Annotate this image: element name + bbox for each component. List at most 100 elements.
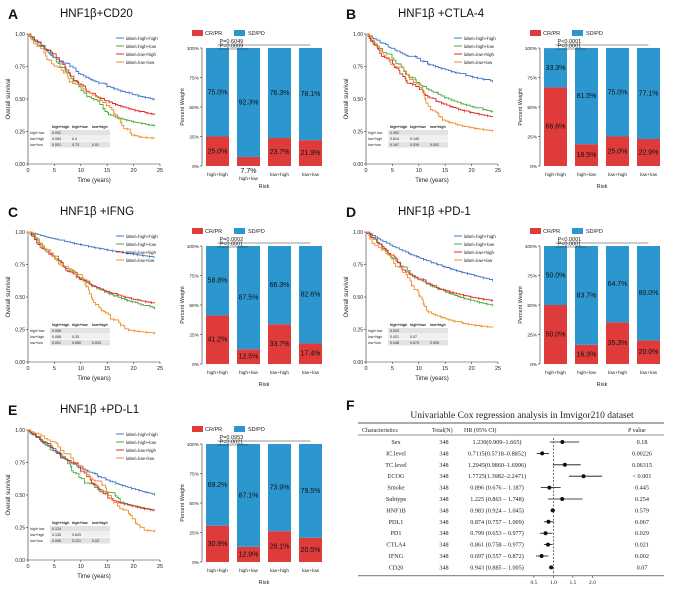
legend-cr-swatch — [530, 30, 541, 36]
bar-cr-label: 17.4% — [301, 351, 321, 358]
bar-cr-high+low — [575, 144, 598, 166]
bar-sd-high+high — [544, 246, 567, 305]
legend-cr-swatch — [192, 30, 203, 36]
x-tick-label: 0 — [364, 366, 367, 372]
forest-row-n: 348 — [439, 473, 448, 480]
bar-y-tick-label: 100% — [187, 244, 200, 250]
bar-sd-label: 80.0% — [639, 290, 659, 297]
y-tick-label: 0.25 — [353, 328, 363, 334]
y-tick-label: 1.00 — [15, 32, 25, 38]
forest-title: Univariable Cox regression analysis in I… — [410, 411, 634, 421]
x-tick-label: 20 — [131, 168, 137, 174]
bar-cr-low+high — [268, 531, 291, 562]
bar-sd-label: 64.7% — [608, 281, 628, 288]
pvalue-row-header: high+low — [368, 329, 383, 333]
bar-sd-low+low — [637, 48, 660, 139]
legend-sd-swatch — [572, 228, 583, 234]
bar-sd-label: 76.3% — [270, 90, 290, 97]
legend-sd-swatch — [234, 228, 245, 234]
bar-y-tick-label: 100% — [525, 244, 538, 250]
bar-category-label: low+high — [608, 172, 627, 178]
forest-row-p: 0.445 — [635, 485, 649, 492]
bar-sd-low+low — [637, 246, 660, 341]
pvalue-cell: 0.33 — [72, 335, 79, 339]
bar-sd-label: 69.2% — [208, 482, 228, 489]
forest-row-n: 348 — [439, 542, 448, 549]
legend-sd-label: SD/PD — [248, 229, 265, 235]
legend-sd-label: SD/PD — [248, 31, 265, 37]
x-axis-label: Time (years) — [77, 376, 110, 382]
forest-row-p: 0.067 — [635, 519, 649, 526]
forest-row-p: 0.06315 — [632, 462, 652, 469]
pvalue-cell: 0.03 — [92, 539, 99, 543]
sig-pvalue-2: P<0.0001 — [558, 44, 582, 50]
bar-cr-label: 33.7% — [270, 341, 290, 348]
bar-sd-label: 79.5% — [301, 488, 321, 495]
bar-y-tick-label: 75% — [527, 274, 537, 280]
km-plot: 0.00 0.25 0.50 0.75 1.00 0 5 10 15 20 25 Overall su… — [6, 428, 163, 580]
forest-row-hr: 0.896 (0.676 – 1.187) — [470, 485, 524, 492]
bar-y-tick-label: 0% — [192, 362, 200, 368]
legend-label: label=high+high — [126, 234, 158, 239]
bar-cr-label: 21.9% — [301, 150, 321, 157]
forest-row-hr: 0.697 (0.557 – 0.872) — [470, 553, 524, 560]
pvalue-col-header: low+high — [430, 323, 446, 327]
bar-sd-high+high — [206, 444, 229, 526]
x-tick-label: 0 — [26, 564, 29, 570]
x-tick-label: 15 — [104, 168, 110, 174]
bar-sd-label: 75.0% — [208, 89, 228, 96]
forest-header: Total(N) — [432, 427, 453, 434]
bar-category-label: low+high — [608, 370, 627, 376]
bar-sd-low+low — [299, 48, 322, 141]
bar-category-label: high+low — [239, 176, 259, 182]
km-curve-high-high — [28, 33, 156, 101]
forest-row-hr: 1.225 (0.863 – 1.748) — [470, 496, 524, 503]
forest-row-n: 348 — [439, 553, 448, 560]
km-curve-low-high — [28, 429, 156, 511]
forest-row-hr: 0.799 (0.653 – 0.977) — [470, 530, 524, 537]
forest-row-p: 0.021 — [635, 542, 649, 549]
y-tick-label: 0.50 — [353, 97, 363, 103]
forest-row-hr: 1.2945(0.9860–1.6996) — [468, 462, 526, 469]
bar-cr-label: 25.0% — [208, 148, 228, 155]
x-tick-label: 25 — [495, 168, 501, 174]
x-tick-label: 15 — [442, 168, 448, 174]
bar-category-label: low+low — [302, 172, 320, 178]
y-axis-label: Overall survival — [6, 474, 12, 515]
forest-row-p: 0.00226 — [632, 450, 652, 457]
forest-row-name: CD20 — [389, 564, 404, 571]
bar-sd-label: 75.0% — [608, 89, 628, 96]
y-tick-label: 0.00 — [353, 360, 363, 366]
forest-row-name: TC.level — [385, 462, 407, 469]
forest-point — [546, 519, 551, 524]
y-tick-label: 0.00 — [15, 360, 25, 366]
forest-row-p: < 0.001 — [633, 473, 652, 480]
x-tick-label: 15 — [442, 366, 448, 372]
legend-label: label=low+low — [126, 60, 155, 65]
y-tick-label: 0.50 — [353, 295, 363, 301]
bar-sd-label: 33.3% — [546, 65, 566, 72]
bar-cr-label: 26.1% — [270, 544, 290, 551]
pvalue-row-header: low+low — [30, 143, 43, 147]
forest-row-p: 0.002 — [635, 553, 649, 560]
bar-sd-label: 92.3% — [239, 99, 259, 106]
pvalue-col-header: low+high — [92, 125, 108, 129]
x-tick-label: 0 — [364, 168, 367, 174]
forest-row-p: 0.029 — [635, 530, 649, 537]
bar-y-tick-label: 100% — [187, 46, 200, 52]
bar-category-label: high+high — [207, 172, 228, 178]
bar-y-tick-label: 0% — [192, 164, 200, 170]
bar-cr-label: 12.9% — [239, 551, 259, 558]
x-tick-label: 20 — [131, 564, 137, 570]
forest-point — [549, 565, 554, 570]
bar-y-tick-label: 50% — [189, 501, 199, 507]
bar-sd-label: 73.9% — [270, 485, 290, 492]
pvalue-cell: 0.005 — [430, 341, 439, 345]
bar-y-axis-label: Percent Weight — [180, 88, 186, 126]
x-axis-label: Time (years) — [77, 574, 110, 580]
pvalue-cell: 0.039 — [410, 143, 419, 147]
y-tick-label: 0.25 — [353, 130, 363, 136]
x-tick-label: 25 — [157, 168, 163, 174]
y-tick-label: 0.75 — [15, 65, 25, 71]
bar-cr-low+low — [299, 537, 322, 562]
